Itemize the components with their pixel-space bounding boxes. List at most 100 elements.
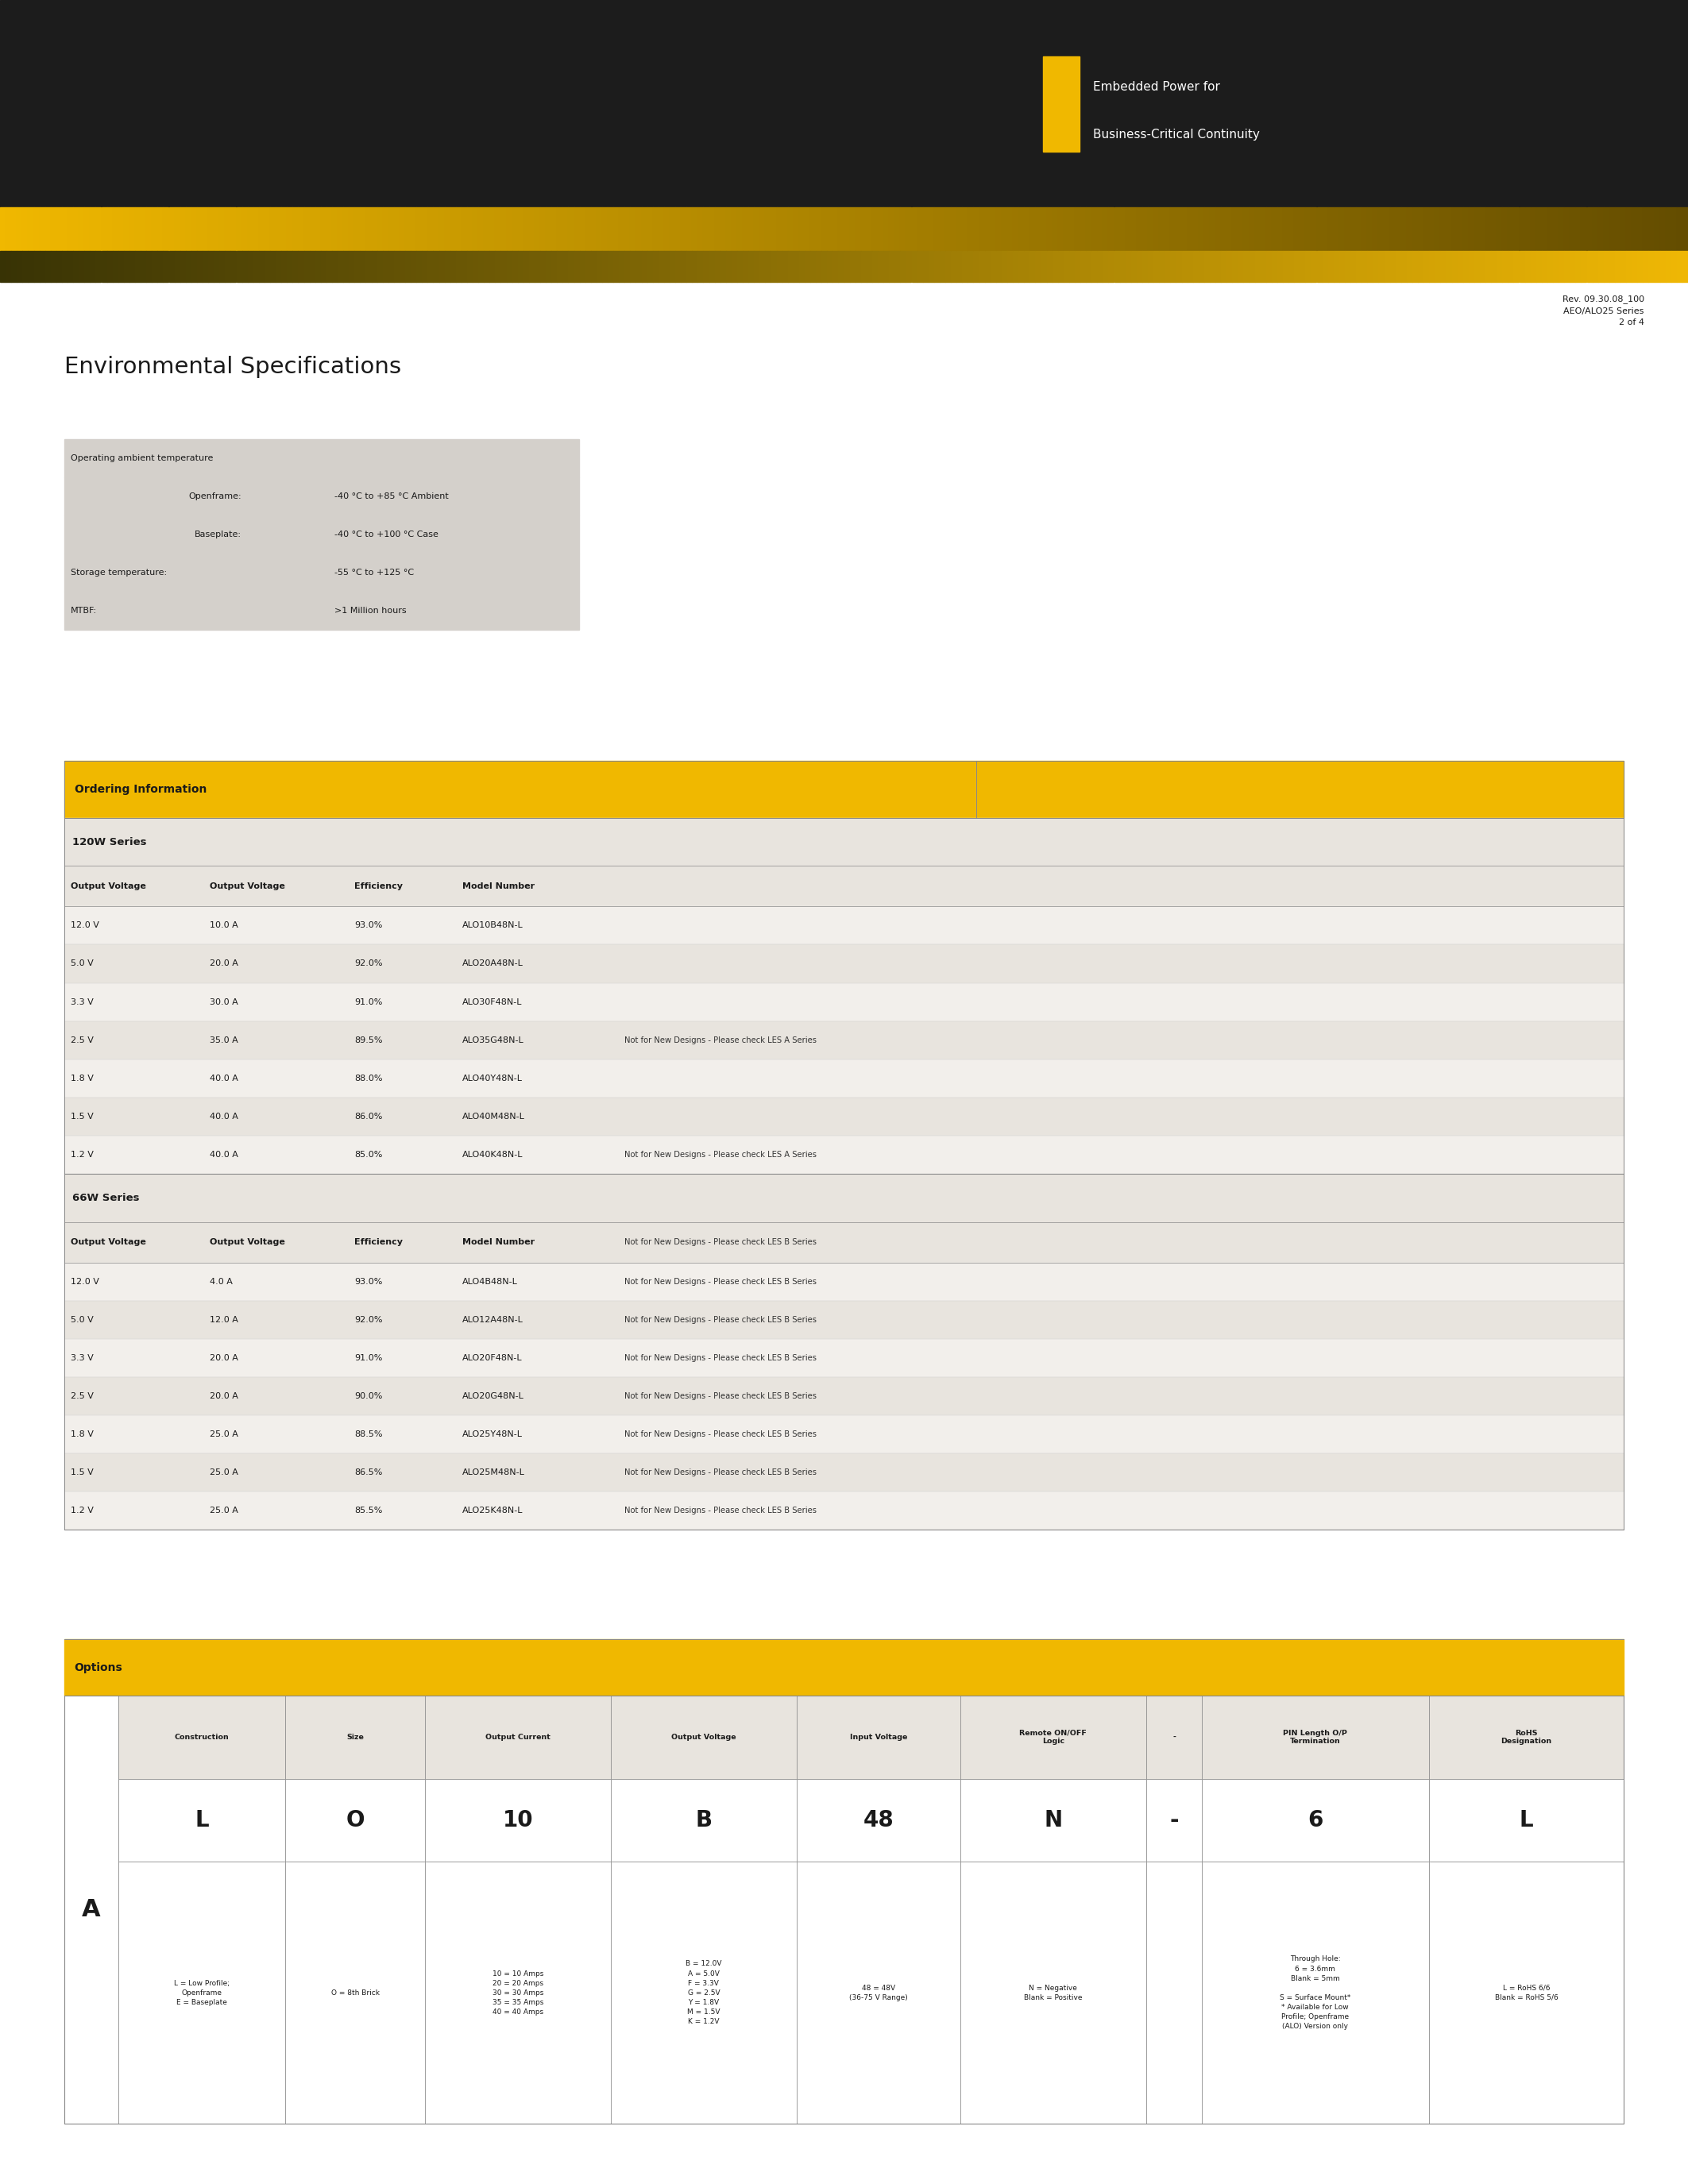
Bar — [1519, 251, 1524, 282]
Bar — [1406, 251, 1413, 282]
Bar — [1423, 207, 1430, 251]
Bar — [636, 251, 641, 282]
Bar — [64, 867, 1624, 906]
Bar — [236, 251, 241, 282]
Text: 2.5 V: 2.5 V — [71, 1035, 95, 1044]
Bar — [1654, 207, 1659, 251]
Bar — [275, 207, 282, 251]
Bar — [1300, 207, 1305, 251]
Bar — [721, 251, 726, 282]
Bar — [64, 1175, 1624, 1223]
Bar — [388, 207, 393, 251]
Bar — [34, 207, 39, 251]
Bar — [241, 251, 248, 282]
Bar — [1372, 251, 1379, 282]
Bar — [427, 251, 434, 282]
Bar — [1063, 207, 1069, 251]
Bar — [1312, 207, 1317, 251]
Bar — [1092, 207, 1097, 251]
Bar — [64, 819, 1624, 867]
Bar — [1609, 251, 1615, 282]
Bar — [714, 251, 721, 282]
Bar — [596, 207, 603, 251]
Text: -40 °C to +85 °C Ambient: -40 °C to +85 °C Ambient — [334, 491, 449, 500]
Bar — [501, 251, 506, 282]
Bar — [140, 207, 147, 251]
Text: >1 Million hours: >1 Million hours — [334, 607, 407, 616]
Text: 20.0 A: 20.0 A — [209, 1391, 238, 1400]
Bar — [895, 251, 900, 282]
Text: Operating ambient temperature: Operating ambient temperature — [71, 454, 213, 463]
Bar — [39, 207, 46, 251]
Bar — [1452, 207, 1457, 251]
Bar — [96, 251, 101, 282]
Bar — [1109, 207, 1114, 251]
Bar — [64, 1492, 1624, 1531]
Bar — [79, 251, 84, 282]
Bar — [203, 251, 208, 282]
Bar — [1507, 207, 1514, 251]
Bar — [940, 251, 945, 282]
Bar — [1008, 207, 1013, 251]
Bar — [1170, 207, 1177, 251]
Bar — [873, 251, 878, 282]
Bar — [569, 207, 574, 251]
Text: N = Negative
Blank = Positive: N = Negative Blank = Positive — [1025, 1985, 1082, 2001]
Bar — [1119, 207, 1126, 251]
Text: Embedded Power for: Embedded Power for — [1092, 81, 1220, 94]
Bar — [1553, 251, 1558, 282]
Bar — [788, 207, 793, 251]
Text: Ordering Information: Ordering Information — [74, 784, 206, 795]
Text: ALO35G48N-L: ALO35G48N-L — [463, 1035, 525, 1044]
Text: Output Current: Output Current — [486, 1734, 550, 1741]
Bar — [490, 251, 495, 282]
Bar — [1097, 251, 1102, 282]
Bar — [1035, 207, 1041, 251]
Text: Efficiency: Efficiency — [354, 882, 403, 891]
Bar — [743, 251, 748, 282]
Bar — [748, 251, 755, 282]
Bar — [608, 251, 613, 282]
Bar — [1317, 207, 1322, 251]
Bar — [647, 251, 653, 282]
Bar — [890, 207, 895, 251]
Bar — [562, 207, 569, 251]
Text: 89.5%: 89.5% — [354, 1035, 383, 1044]
Bar — [118, 1861, 285, 2123]
Bar — [625, 251, 630, 282]
Bar — [1182, 207, 1187, 251]
Bar — [714, 207, 721, 251]
Bar — [906, 207, 912, 251]
Bar — [511, 251, 518, 282]
Bar — [0, 0, 1688, 207]
Bar — [866, 207, 873, 251]
Bar — [1413, 251, 1418, 282]
Bar — [1570, 251, 1575, 282]
Bar — [827, 207, 832, 251]
Bar — [12, 251, 17, 282]
Bar — [1254, 207, 1261, 251]
Bar — [64, 1136, 1624, 1175]
Bar — [64, 1059, 1624, 1099]
Bar — [79, 207, 84, 251]
Bar — [1080, 251, 1085, 282]
Bar — [815, 251, 822, 282]
Bar — [653, 207, 658, 251]
Bar — [101, 207, 106, 251]
Text: 48 = 48V
(36-75 V Range): 48 = 48V (36-75 V Range) — [849, 1985, 908, 2001]
Bar — [106, 207, 113, 251]
Bar — [64, 1302, 1624, 1339]
Bar — [1558, 207, 1565, 251]
Bar — [675, 251, 680, 282]
Bar — [574, 207, 579, 251]
Bar — [253, 251, 258, 282]
Bar — [425, 1780, 611, 1861]
Bar — [1146, 1697, 1202, 1780]
Bar — [1153, 251, 1160, 282]
Bar — [996, 207, 1001, 251]
Bar — [765, 251, 771, 282]
Bar — [760, 207, 765, 251]
Bar — [1136, 207, 1143, 251]
Bar — [883, 207, 890, 251]
Bar — [5, 251, 12, 282]
